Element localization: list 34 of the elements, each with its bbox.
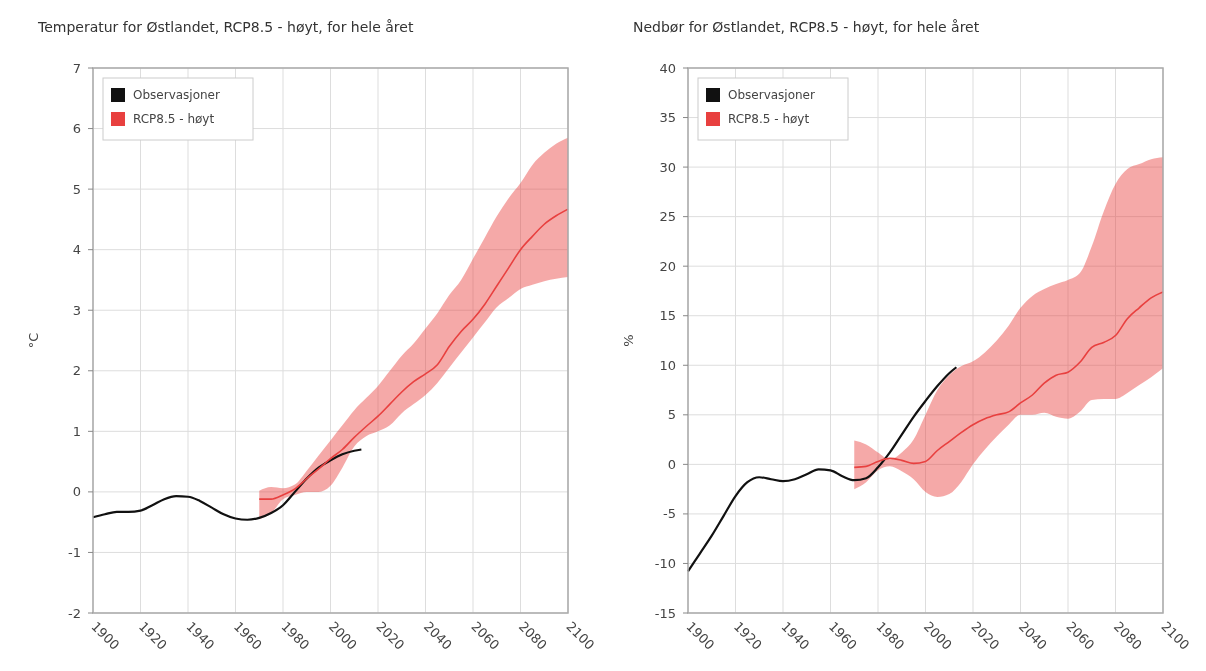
line-series — [853, 291, 1164, 469]
y-tick-label: 2 — [72, 363, 81, 379]
legend-label: Observasjoner — [728, 88, 815, 103]
y-tick-label: -1 — [68, 544, 81, 560]
y-tick-label: 10 — [659, 357, 676, 373]
y-tick-label: -10 — [654, 556, 676, 571]
y-tick-label: 1 — [72, 423, 81, 439]
chart-title: Nedbør for Østlandet, RCP8.5 - høyt, for hele året — [633, 19, 980, 35]
chart-title: Temperatur for Østlandet, RCP8.5 - høyt, for hele året — [37, 19, 414, 35]
y-tick-label: 6 — [72, 121, 81, 137]
y-tick-label: 0 — [72, 484, 81, 500]
legend-label: RCP8.5 - høyt — [728, 112, 810, 127]
y-tick-label: 15 — [659, 308, 676, 324]
y-axis-title: °C — [26, 332, 41, 349]
legend-label: Observasjoner — [133, 88, 220, 103]
y-tick-label: 0 — [667, 456, 676, 472]
line-series — [91, 448, 363, 521]
y-axis-title: % — [621, 334, 636, 347]
y-tick-label: 35 — [659, 110, 676, 126]
y-tick-label: 5 — [667, 407, 676, 423]
y-tick-label: -5 — [663, 506, 676, 522]
line-series — [258, 208, 569, 500]
y-tick-label: 40 — [659, 60, 676, 76]
y-tick-label: 20 — [659, 258, 676, 274]
y-tick-label: 4 — [72, 242, 81, 258]
y-tick-label: 7 — [72, 60, 81, 76]
legend-label: RCP8.5 - høyt — [133, 112, 215, 127]
y-tick-label: 30 — [659, 159, 676, 175]
y-tick-label: 3 — [72, 302, 81, 318]
line-series — [686, 366, 958, 573]
y-tick-label: -2 — [68, 605, 81, 621]
y-tick-label: 5 — [72, 181, 81, 197]
y-tick-label: -15 — [654, 605, 676, 621]
y-tick-label: 25 — [659, 209, 676, 225]
